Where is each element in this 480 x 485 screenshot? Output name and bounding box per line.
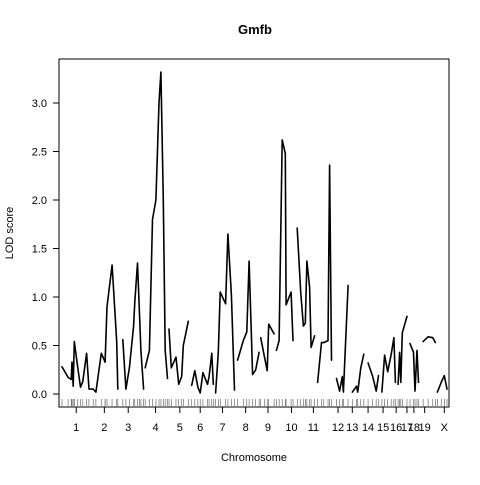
y-tick-label: 1.0 [32, 292, 47, 304]
chromosome-label: 5 [177, 422, 183, 434]
chromosome-label: 15 [377, 422, 389, 434]
chromosome-label: 17 [401, 422, 413, 434]
lod-curve-chr-14 [351, 353, 365, 393]
chromosome-label: 11 [308, 422, 319, 434]
lod-curve-chr-7 [214, 233, 236, 394]
lod-curve-chr-11 [296, 227, 316, 349]
lod-curve-chr-17 [397, 315, 408, 386]
lod-curve-chr-9 [259, 323, 275, 372]
lod-curve-chr-4 [144, 71, 169, 380]
y-axis-label: LOD score [4, 207, 16, 260]
lod-curve-chr-1 [61, 340, 106, 393]
lod-curve-chr-2 [104, 264, 119, 390]
lod-curve-chr-5 [168, 320, 190, 386]
y-tick-label: 2.5 [32, 147, 47, 159]
lod-curve-chr-x [436, 374, 448, 393]
chromosome-label: X [441, 422, 449, 434]
chromosome-label: 3 [125, 422, 131, 434]
y-tick-label: 2.0 [32, 195, 47, 207]
chromosome-label: 4 [152, 422, 158, 434]
lod-curve-chr-15 [367, 362, 380, 392]
chromosome-label: 18 [408, 422, 420, 434]
y-tick-label: 1.5 [32, 244, 47, 256]
lod-curve-chr-10 [275, 139, 294, 352]
lod-curve-chr-8 [236, 260, 260, 376]
lod-curve-chr-13 [335, 284, 349, 393]
chromosome-label: 19 [419, 422, 431, 434]
chromosome-label: 1 [73, 422, 79, 434]
lod-curve-chr-19 [422, 335, 437, 344]
chromosome-label: 12 [332, 422, 344, 434]
chromosome-label: 14 [362, 422, 374, 434]
chromosome-label: 10 [285, 422, 297, 434]
marker-rug [61, 399, 448, 406]
chart-title: Gmfb [238, 22, 272, 37]
chromosome-label: 16 [390, 422, 402, 434]
y-tick-label: 0.0 [32, 389, 47, 401]
chromosome-label: 9 [265, 422, 271, 434]
chromosome-label: 2 [101, 422, 107, 434]
chromosome-label: 6 [197, 422, 203, 434]
chromosome-label: 8 [243, 422, 249, 434]
lod-curve-group [61, 71, 448, 394]
lod-curve-chr-6 [190, 352, 215, 394]
x-axis-label: Chromosome [221, 452, 287, 464]
chromosome-label: 13 [346, 422, 358, 434]
lod-curve-chr-16 [381, 336, 397, 393]
y-axis: 0.0 0.5 1.0 1.5 2.0 2.5 3.0 [32, 98, 60, 401]
chromosome-label: 7 [219, 422, 225, 434]
lod-curve-chr-3 [122, 262, 145, 390]
lod-curve-chr-18 [409, 342, 420, 392]
y-tick-label: 0.5 [32, 341, 47, 353]
lod-curve-chr-12 [316, 164, 333, 384]
y-tick-label: 3.0 [32, 98, 47, 110]
